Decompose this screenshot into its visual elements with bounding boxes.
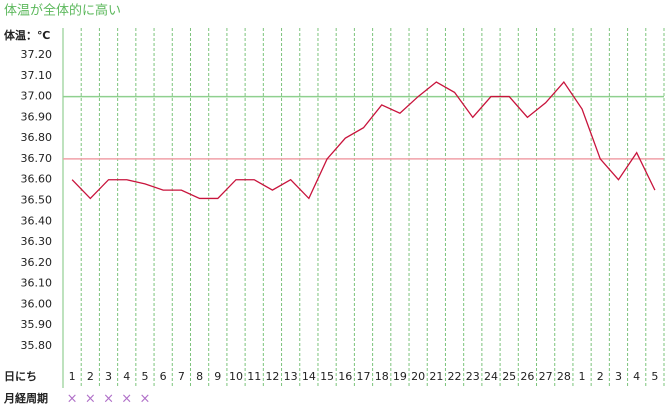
cycle-mark: × (85, 392, 96, 407)
x-tick-label: 6 (160, 370, 167, 383)
x-tick-label: 24 (484, 370, 498, 383)
y-tick-label: 37.20 (21, 48, 53, 61)
x-tick-label: 21 (429, 370, 443, 383)
x-tick-label: 9 (214, 370, 221, 383)
y-tick-label: 37.10 (21, 69, 53, 82)
x-tick-label: 16 (338, 370, 352, 383)
y-tick-label: 36.80 (21, 131, 53, 144)
y-tick-label: 35.90 (21, 318, 53, 331)
x-tick-label: 10 (229, 370, 243, 383)
temperature-line (71, 80, 656, 200)
y-tick-label: 36.10 (21, 277, 53, 290)
x-tick-label: 12 (265, 370, 279, 383)
x-tick-label: 2 (597, 370, 604, 383)
cycle-mark: × (67, 392, 78, 407)
cycle-mark: × (103, 392, 114, 407)
x-tick-label: 3 (105, 370, 112, 383)
y-tick-label: 36.70 (21, 152, 53, 165)
x-tick-label: 7 (178, 370, 185, 383)
y-tick-label: 36.50 (21, 194, 53, 207)
y-tick-label: 36.60 (21, 173, 53, 186)
x-tick-label: 1 (69, 370, 76, 383)
x-tick-label: 2 (87, 370, 94, 383)
chart-title: 体温が全体的に高い (4, 3, 121, 19)
x-tick-label: 23 (466, 370, 480, 383)
x-tick-label: 18 (375, 370, 389, 383)
cycle-label: 月経周期 (3, 391, 48, 405)
x-tick-label: 22 (448, 370, 462, 383)
y-tick-label: 37.00 (21, 90, 53, 103)
x-tick-label: 28 (557, 370, 571, 383)
x-tick-label: 14 (302, 370, 316, 383)
x-tick-label: 17 (357, 370, 371, 383)
y-tick-label: 35.80 (21, 339, 53, 352)
y-tick-label: 36.00 (21, 297, 53, 310)
cycle-mark: × (121, 392, 132, 407)
cycle-mark: × (140, 392, 151, 407)
x-tick-label: 3 (615, 370, 622, 383)
x-tick-label: 8 (196, 370, 203, 383)
x-tick-label: 19 (393, 370, 407, 383)
x-tick-label: 4 (633, 370, 640, 383)
y-tick-label: 36.40 (21, 214, 53, 227)
y-tick-label: 36.90 (21, 110, 53, 123)
x-tick-label: 4 (123, 370, 130, 383)
x-tick-label: 1 (579, 370, 586, 383)
y-tick-label: 36.30 (21, 235, 53, 248)
x-tick-label: 13 (284, 370, 298, 383)
x-tick-label: 5 (651, 370, 658, 383)
x-tick-label: 11 (247, 370, 261, 383)
x-tick-label: 5 (141, 370, 148, 383)
x-tick-label: 25 (502, 370, 516, 383)
y-axis-label: 体温：℃ (4, 28, 50, 42)
x-tick-label: 26 (520, 370, 534, 383)
y-tick-label: 36.20 (21, 256, 53, 269)
x-axis-label: 日にち (4, 370, 37, 383)
x-tick-label: 15 (320, 370, 334, 383)
x-tick-label: 27 (539, 370, 553, 383)
x-tick-label: 20 (411, 370, 425, 383)
